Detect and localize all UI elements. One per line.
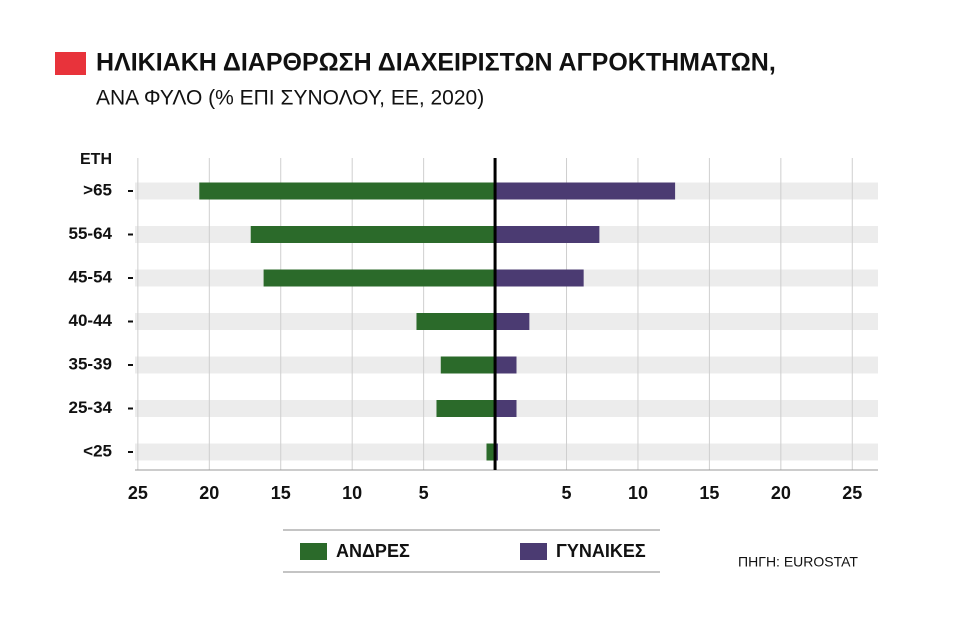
y-tick-label: 45-54 xyxy=(69,267,113,286)
bar xyxy=(495,182,676,200)
bar xyxy=(495,269,584,287)
bar xyxy=(416,313,496,330)
y-tick-label: 40-44 xyxy=(69,311,113,330)
title-marker xyxy=(55,52,86,75)
bar xyxy=(440,356,496,374)
bar xyxy=(495,313,530,330)
chart-title: ΗΛΙΚΙΑΚΗ ΔΙΑΡΘΡΩΣΗ ΔΙΑΧΕΙΡΙΣΤΩΝ ΑΓΡΟΚΤΗΜ… xyxy=(96,49,776,77)
bar xyxy=(495,226,600,243)
x-tick-label: 20 xyxy=(771,483,791,503)
y-tick-label: <25 xyxy=(83,441,112,460)
x-tick-label: 25 xyxy=(842,483,862,503)
y-axis-label: ΕΤΗ xyxy=(80,151,112,168)
y-tick-label: >65 xyxy=(83,180,112,199)
source: ΠΗΓΗ: EUROSTAT xyxy=(738,554,858,570)
bar xyxy=(486,443,496,461)
x-tick-label: 10 xyxy=(342,483,362,503)
bar xyxy=(436,400,496,417)
bar xyxy=(495,400,517,417)
x-tick-label: 15 xyxy=(271,483,291,503)
legend-swatch xyxy=(520,543,547,560)
y-tick-label: 55-64 xyxy=(69,224,113,243)
bar xyxy=(250,226,496,243)
x-tick-label: 25 xyxy=(128,483,148,503)
chart-subtitle: ΑΝΑ ΦΥΛΟ (% ΕΠΙ ΣΥΝΟΛΟΥ, ΕΕ, 2020) xyxy=(96,87,484,110)
x-tick-label: 20 xyxy=(199,483,219,503)
bar xyxy=(263,269,496,287)
x-tick-label: 5 xyxy=(562,483,572,503)
legend-label: ΓΥΝΑΙΚΕΣ xyxy=(556,541,646,561)
bar xyxy=(495,356,517,374)
legend-swatch xyxy=(300,543,327,560)
x-tick-label: 10 xyxy=(628,483,648,503)
x-tick-label: 15 xyxy=(699,483,719,503)
legend-label: ΑΝΔΡΕΣ xyxy=(336,541,410,561)
x-tick-label: 5 xyxy=(419,483,429,503)
bar xyxy=(199,182,496,200)
y-tick-label: 35-39 xyxy=(69,354,112,373)
y-tick-label: 25-34 xyxy=(69,398,113,417)
row-band xyxy=(135,443,878,461)
